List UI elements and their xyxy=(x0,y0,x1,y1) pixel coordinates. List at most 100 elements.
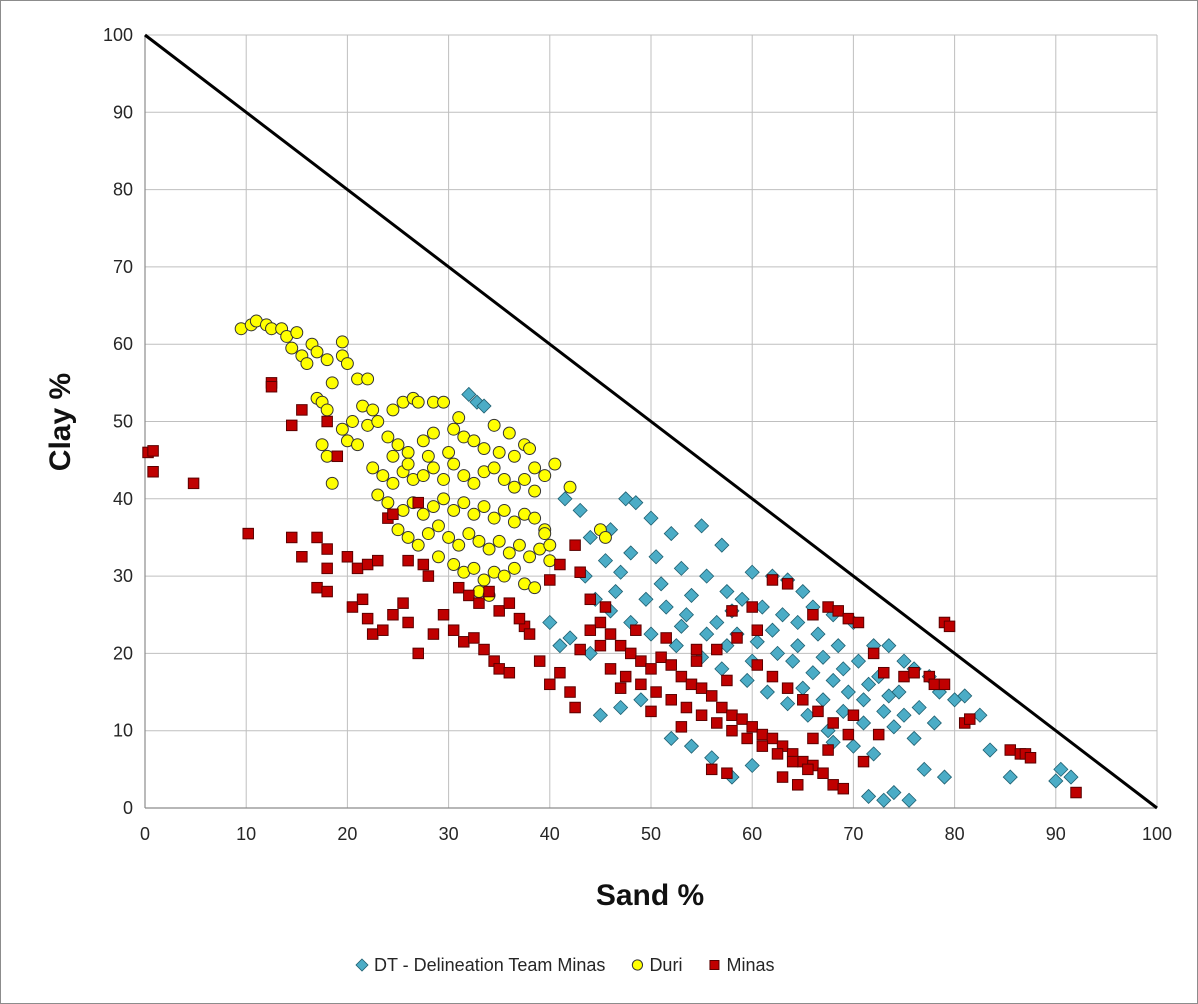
duri-point xyxy=(315,438,329,452)
minas-point xyxy=(564,686,576,698)
y-tick-label: 80 xyxy=(113,180,133,200)
minas-point xyxy=(614,639,627,652)
minas-point xyxy=(584,624,597,636)
minas-point xyxy=(807,609,819,621)
dt-point xyxy=(1063,769,1079,785)
minas-point xyxy=(265,380,278,393)
dt-point xyxy=(658,599,674,615)
minas-point xyxy=(751,624,764,636)
minas-point xyxy=(493,605,505,617)
minas-point xyxy=(857,755,870,768)
dt-point xyxy=(714,537,730,553)
minas-point xyxy=(746,601,758,613)
minas-point xyxy=(771,748,784,760)
minas-point xyxy=(736,713,748,725)
duri-point xyxy=(538,469,552,483)
duri-point xyxy=(543,538,557,552)
minas-point xyxy=(635,655,647,667)
minas-point xyxy=(554,666,566,679)
minas-point xyxy=(594,639,607,652)
duri-point xyxy=(300,357,314,370)
minas-point xyxy=(680,701,693,714)
minas-point xyxy=(1024,752,1037,764)
dt-point xyxy=(855,692,872,708)
minas-point xyxy=(908,666,920,679)
dt-point xyxy=(663,526,679,542)
duri-point xyxy=(497,503,511,517)
y-tick-label: 70 xyxy=(113,257,133,277)
duri-point xyxy=(528,511,542,525)
minas-point xyxy=(533,655,546,667)
duri-point xyxy=(507,480,521,494)
dt-point xyxy=(886,784,902,801)
dt-point xyxy=(699,568,715,584)
minas-point xyxy=(1070,786,1082,799)
minas-point xyxy=(604,628,617,640)
minas-point xyxy=(781,682,794,694)
minas-point xyxy=(473,597,485,609)
duri-point xyxy=(447,422,461,436)
duri-point xyxy=(381,430,395,444)
dt-point xyxy=(1053,761,1069,777)
dt-point xyxy=(739,672,755,689)
tick-labels: 0 10 20 30 40 50 60 70 80 90 100 0 10 20 30 40 50 60 70 80 9… xyxy=(103,25,1172,844)
duri-point xyxy=(447,503,461,517)
minas-point xyxy=(726,709,738,721)
dt-point xyxy=(673,560,689,576)
legend: DT - Delineation Team Minas Duri Minas xyxy=(355,955,774,975)
dt-point xyxy=(861,788,877,804)
dt-point xyxy=(653,576,669,592)
x-tick-label: 100 xyxy=(1142,824,1172,844)
y-tick-label: 0 xyxy=(123,798,133,818)
minas-point xyxy=(503,597,516,609)
dt-point xyxy=(906,730,922,746)
minas-point xyxy=(711,717,723,729)
duri-point xyxy=(320,403,334,417)
dt-point xyxy=(643,510,659,526)
minas-point xyxy=(847,709,860,721)
duri-point xyxy=(467,561,481,575)
minas-point xyxy=(242,527,254,540)
duri-point xyxy=(482,542,496,556)
duri-point xyxy=(376,469,390,483)
dt-point xyxy=(815,692,831,708)
duri-point xyxy=(523,442,537,456)
minas-point xyxy=(690,643,703,656)
y-tick-label: 10 xyxy=(113,721,133,741)
minas-point xyxy=(554,558,566,571)
minas-point xyxy=(726,724,738,737)
dt-point xyxy=(825,672,841,689)
dt-point xyxy=(461,386,477,403)
minas-point xyxy=(817,767,829,779)
dt-point xyxy=(795,680,811,696)
minas-point xyxy=(417,558,430,571)
minas-point xyxy=(544,678,556,691)
minas-point xyxy=(842,612,855,625)
minas-point xyxy=(721,767,733,779)
minas-point xyxy=(751,659,764,671)
duri-point xyxy=(502,426,516,440)
duri-point xyxy=(401,531,415,544)
duri-point xyxy=(447,558,461,571)
duri-point xyxy=(366,461,380,475)
dt-point xyxy=(785,653,801,669)
minas-point xyxy=(285,531,298,544)
minas-point xyxy=(766,574,779,586)
duri-point xyxy=(320,449,334,463)
minas-point xyxy=(296,551,308,563)
x-tick-label: 50 xyxy=(641,824,661,844)
minas-point xyxy=(356,593,369,606)
duri-point xyxy=(416,434,430,448)
y-tick-label: 90 xyxy=(113,102,133,122)
dt-point xyxy=(734,591,750,607)
x-tick-label: 60 xyxy=(742,824,762,844)
minas-point xyxy=(731,632,743,644)
duri-point xyxy=(507,449,521,463)
dt-point xyxy=(901,792,917,808)
dt-point xyxy=(957,688,973,704)
duri-point xyxy=(411,538,425,552)
minas-point xyxy=(285,419,298,432)
duri-point xyxy=(492,445,506,459)
dt-point xyxy=(790,638,806,654)
minas-point xyxy=(665,659,677,671)
